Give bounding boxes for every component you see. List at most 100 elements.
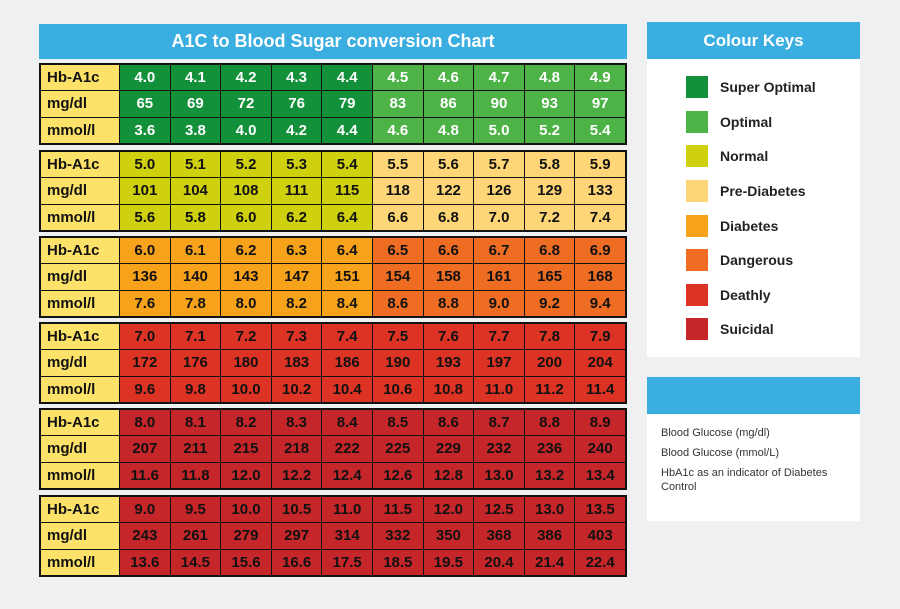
row-label-hba1c: Hb-A1c: [41, 238, 119, 264]
legend-item: Super Optimal: [647, 70, 860, 105]
value-cell-hba1c: 7.4: [322, 324, 372, 350]
info-line-mmol: Blood Glucose (mmol/L): [661, 447, 779, 459]
value-cell-mmol-l: 15.6: [221, 549, 271, 575]
value-cell-mg-dl: 180: [221, 350, 271, 376]
value-cell-hba1c: 6.4: [322, 238, 372, 264]
legend-swatch: [686, 145, 708, 168]
value-cell-mmol-l: 6.0: [221, 204, 271, 230]
value-cell-hba1c: 8.3: [271, 410, 322, 436]
value-cell-mmol-l: 5.0: [474, 117, 524, 143]
value-cell-hba1c: 12.0: [423, 497, 474, 523]
legend-swatch: [686, 110, 708, 133]
value-cell-hba1c: 6.3: [271, 238, 322, 264]
value-cell-mmol-l: 7.0: [474, 204, 524, 230]
value-cell-mmol-l: 7.4: [575, 204, 625, 230]
legend-swatch: [686, 76, 708, 99]
row-label-hba1c: Hb-A1c: [41, 324, 119, 350]
value-cell-hba1c: 5.8: [524, 152, 575, 178]
legend-item: Suicidal: [647, 312, 860, 347]
value-cell-mg-dl: 101: [120, 178, 170, 204]
value-cell-hba1c: 8.5: [372, 410, 423, 436]
table-block: Hb-A1c 8.0 8.1 8.2 8.3 8.4 8.5 8.6 8.7 8.8 8.9 mg/d…: [39, 408, 627, 490]
row-label-hba1c: Hb-A1c: [41, 497, 119, 523]
value-cell-mg-dl: 97: [575, 91, 625, 117]
info-line-hba1c: HbA1c as an indicator of Diabetes Contro…: [661, 467, 828, 493]
row-label-mmol-l: mmol/l: [41, 117, 119, 143]
row-label-mg-dl: mg/dl: [41, 523, 119, 549]
value-cell-mmol-l: 21.4: [524, 549, 575, 575]
value-cell-mg-dl: 90: [474, 91, 524, 117]
value-cell-mmol-l: 11.0: [474, 376, 524, 402]
value-cell-mmol-l: 4.2: [271, 117, 322, 143]
value-cell-mg-dl: 161: [474, 264, 524, 290]
value-cell-hba1c: 6.0: [120, 238, 170, 264]
legend-label: Optimal: [720, 113, 773, 130]
value-cell-mg-dl: 69: [170, 91, 221, 117]
value-cell-mmol-l: 8.4: [322, 290, 372, 316]
legend-swatch: [686, 180, 708, 203]
value-cell-hba1c: 5.2: [221, 152, 271, 178]
value-cell-mg-dl: 190: [372, 350, 423, 376]
value-cell-mmol-l: 19.5: [423, 549, 474, 575]
value-cell-mmol-l: 6.4: [322, 204, 372, 230]
value-cell-mmol-l: 11.4: [575, 376, 625, 402]
value-cell-mg-dl: 225: [372, 436, 423, 462]
value-cell-mg-dl: 165: [524, 264, 575, 290]
value-cell-hba1c: 13.5: [575, 497, 625, 523]
value-cell-mg-dl: 93: [524, 91, 575, 117]
value-cell-mg-dl: 126: [474, 178, 524, 204]
value-cell-hba1c: 9.5: [170, 497, 221, 523]
value-cell-hba1c: 11.0: [322, 497, 372, 523]
legend-item: Deathly: [647, 278, 860, 313]
value-cell-mmol-l: 14.5: [170, 549, 221, 575]
legend-swatch: [686, 318, 708, 341]
value-cell-mmol-l: 11.2: [524, 376, 575, 402]
value-cell-hba1c: 8.0: [120, 410, 170, 436]
value-cell-hba1c: 5.3: [271, 152, 322, 178]
legend-item: Optimal: [647, 105, 860, 140]
value-cell-hba1c: 8.4: [322, 410, 372, 436]
value-cell-hba1c: 8.2: [221, 410, 271, 436]
value-cell-mg-dl: 183: [271, 350, 322, 376]
value-cell-hba1c: 6.8: [524, 238, 575, 264]
table-block: Hb-A1c 9.0 9.5 10.0 10.5 11.0 11.5 12.0 12.5 13.0…: [39, 495, 627, 577]
value-cell-mg-dl: 140: [170, 264, 221, 290]
legend-label: Diabetes: [720, 217, 779, 234]
value-cell-hba1c: 7.3: [271, 324, 322, 350]
value-cell-mmol-l: 9.2: [524, 290, 575, 316]
value-cell-mmol-l: 13.6: [120, 549, 170, 575]
value-cell-hba1c: 7.2: [221, 324, 271, 350]
legend-panel: Super Optimal Optimal Normal Pre-Diabetes Di…: [647, 59, 860, 357]
value-cell-mg-dl: 176: [170, 350, 221, 376]
value-cell-hba1c: 7.7: [474, 324, 524, 350]
value-cell-mg-dl: 158: [423, 264, 474, 290]
value-cell-mmol-l: 17.5: [322, 549, 372, 575]
value-cell-mg-dl: 297: [271, 523, 322, 549]
value-cell-mmol-l: 5.2: [524, 117, 575, 143]
value-cell-mmol-l: 4.8: [423, 117, 474, 143]
value-cell-mmol-l: 9.6: [120, 376, 170, 402]
value-cell-hba1c: 4.7: [474, 65, 524, 91]
row-label-mg-dl: mg/dl: [41, 264, 119, 290]
legend-label: Normal: [720, 148, 769, 165]
value-cell-hba1c: 7.0: [120, 324, 170, 350]
value-cell-mg-dl: 154: [372, 264, 423, 290]
value-cell-mmol-l: 7.2: [524, 204, 575, 230]
value-cell-mg-dl: 143: [221, 264, 271, 290]
value-cell-mg-dl: 229: [423, 436, 474, 462]
value-cell-hba1c: 4.8: [524, 65, 575, 91]
row-label-hba1c: Hb-A1c: [41, 65, 119, 91]
value-cell-mmol-l: 12.8: [423, 462, 474, 488]
value-cell-mmol-l: 9.8: [170, 376, 221, 402]
value-cell-mg-dl: 115: [322, 178, 372, 204]
row-label-mmol-l: mmol/l: [41, 204, 119, 230]
legend-item: Diabetes: [647, 208, 860, 243]
value-cell-mmol-l: 3.8: [170, 117, 221, 143]
legend-item: Pre-Diabetes: [647, 174, 860, 209]
value-cell-mmol-l: 11.8: [170, 462, 221, 488]
value-cell-mg-dl: 76: [271, 91, 322, 117]
value-cell-mmol-l: 12.0: [221, 462, 271, 488]
info-panel: Blood Glucose (mg/dl) Blood Glucose (mmo…: [647, 414, 860, 521]
legend-label: Super Optimal: [720, 79, 816, 96]
value-cell-mg-dl: 136: [120, 264, 170, 290]
